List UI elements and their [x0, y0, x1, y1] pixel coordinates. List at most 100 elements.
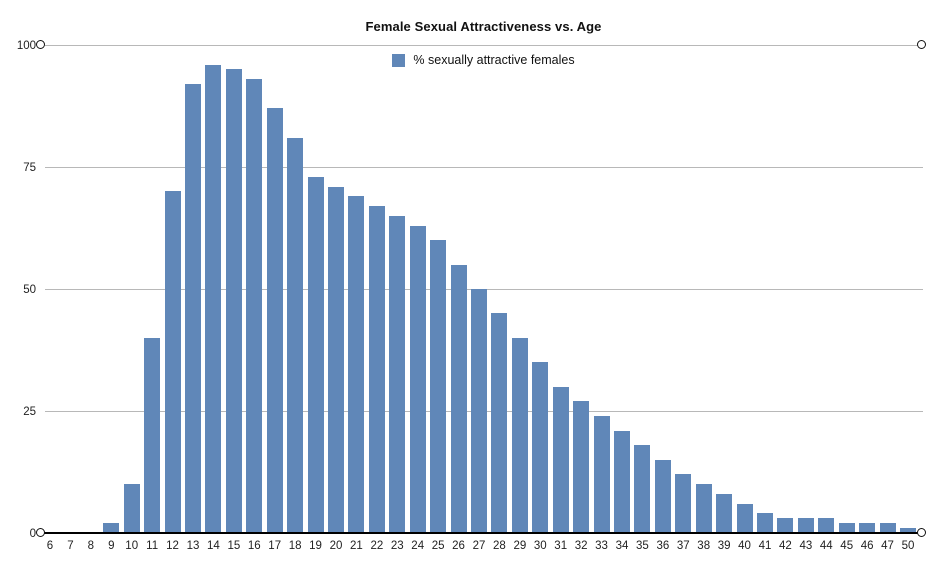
x-axis-label-20: 20	[329, 540, 343, 552]
x-axis-label-21: 21	[350, 540, 363, 552]
bar-age-9	[103, 523, 120, 533]
bar-age-34	[614, 430, 630, 533]
x-axis-label-46: 46	[860, 540, 874, 552]
x-axis-label-39: 39	[717, 540, 731, 552]
x-axis-label-10: 10	[125, 540, 139, 552]
x-axis-label-24: 24	[411, 540, 425, 552]
x-axis-label-35: 35	[636, 540, 649, 552]
gridline-y-100	[45, 45, 923, 46]
bar-age-37	[675, 474, 692, 533]
bar-age-21	[348, 196, 365, 533]
bar-age-17	[266, 108, 283, 533]
bar-age-43	[797, 518, 814, 533]
x-axis-label-8: 8	[87, 540, 95, 552]
bar-age-25	[430, 240, 447, 533]
x-axis-label-6: 6	[46, 540, 54, 552]
bar-age-11	[144, 337, 161, 533]
x-axis-label-44: 44	[819, 540, 833, 552]
bar-age-19	[307, 176, 324, 533]
bar-age-45	[838, 523, 855, 533]
x-axis-label-29: 29	[513, 540, 527, 552]
y-axis-label-50: 50	[23, 284, 36, 296]
x-axis-label-50: 50	[901, 540, 915, 552]
x-axis-label-38: 38	[697, 540, 711, 552]
y-axis-label-100: 100	[16, 40, 36, 52]
legend-swatch-icon	[392, 53, 406, 67]
bar-age-39	[716, 493, 733, 533]
x-axis-label-26: 26	[452, 540, 465, 552]
x-axis-label-43: 43	[799, 540, 813, 552]
y-axis-label-25: 25	[23, 406, 36, 418]
x-axis-label-32: 32	[574, 540, 588, 552]
bar-age-12	[164, 191, 181, 533]
bar-age-47	[879, 523, 896, 533]
x-axis-label-47: 47	[881, 540, 894, 552]
axis-endpoint-circle-3	[917, 528, 926, 537]
x-axis-label-13: 13	[186, 540, 200, 552]
axis-endpoint-circle-0	[36, 40, 45, 49]
bar-age-15	[225, 69, 242, 533]
bar-age-16	[246, 79, 263, 533]
bar-age-36	[654, 459, 671, 533]
x-axis-label-23: 23	[390, 540, 404, 552]
bar-age-30	[532, 362, 549, 533]
x-axis-label-31: 31	[554, 540, 568, 552]
legend: % sexually attractive females	[45, 53, 922, 67]
axis-endpoint-circle-2	[36, 528, 45, 537]
bar-age-32	[573, 401, 590, 533]
bar-age-33	[593, 415, 610, 533]
x-axis-label-36: 36	[656, 540, 670, 552]
axis-endpoint-circle-1	[917, 40, 926, 49]
x-axis-label-12: 12	[166, 540, 179, 552]
x-axis-label-16: 16	[247, 540, 261, 552]
bar-age-20	[328, 186, 344, 533]
bar-age-42	[777, 518, 794, 533]
bar-age-26	[450, 264, 467, 533]
bar-age-50	[900, 528, 916, 533]
bar-age-40	[736, 503, 753, 533]
bar-age-44	[818, 518, 835, 533]
bar-age-35	[634, 445, 651, 533]
bar-age-31	[552, 386, 569, 533]
x-axis-label-41: 41	[758, 540, 772, 552]
x-axis-label-14: 14	[207, 540, 220, 552]
bar-age-24	[409, 225, 426, 533]
bar-age-13	[185, 84, 201, 533]
bar-age-27	[471, 289, 487, 533]
x-axis-label-45: 45	[840, 540, 854, 552]
x-axis-label-37: 37	[676, 540, 690, 552]
gridline-y-75	[45, 167, 923, 168]
x-axis-label-18: 18	[288, 540, 302, 552]
bar-age-46	[859, 523, 876, 533]
bar-age-41	[757, 513, 773, 533]
x-axis-label-7: 7	[67, 540, 74, 552]
x-axis-label-42: 42	[779, 540, 792, 552]
x-axis-label-27: 27	[472, 540, 486, 552]
x-axis-label-30: 30	[533, 540, 547, 552]
bar-age-28	[491, 313, 508, 533]
bar-age-10	[123, 484, 140, 533]
y-axis-label-0: 0	[29, 528, 36, 540]
legend-label: % sexually attractive females	[413, 53, 575, 67]
x-axis-label-25: 25	[431, 540, 445, 552]
bar-age-29	[511, 337, 528, 533]
bar-age-23	[389, 215, 406, 533]
x-axis-line	[41, 532, 924, 534]
bar-age-22	[368, 206, 385, 533]
x-axis-label-19: 19	[309, 540, 322, 552]
x-axis-label-28: 28	[493, 540, 506, 552]
x-axis-label-9: 9	[108, 540, 115, 552]
x-axis-label-33: 33	[595, 540, 608, 552]
x-axis-label-34: 34	[615, 540, 629, 552]
bar-age-18	[287, 137, 304, 533]
bar-age-14	[205, 64, 222, 533]
bar-age-38	[695, 484, 712, 533]
chart-title: Female Sexual Attractiveness vs. Age	[365, 19, 602, 34]
x-axis-label-40: 40	[738, 540, 751, 552]
x-axis-label-15: 15	[227, 540, 241, 552]
y-axis-label-75: 75	[23, 162, 36, 174]
x-axis-label-22: 22	[370, 540, 384, 552]
x-axis-label-17: 17	[268, 540, 282, 552]
x-axis-label-11: 11	[146, 540, 159, 552]
